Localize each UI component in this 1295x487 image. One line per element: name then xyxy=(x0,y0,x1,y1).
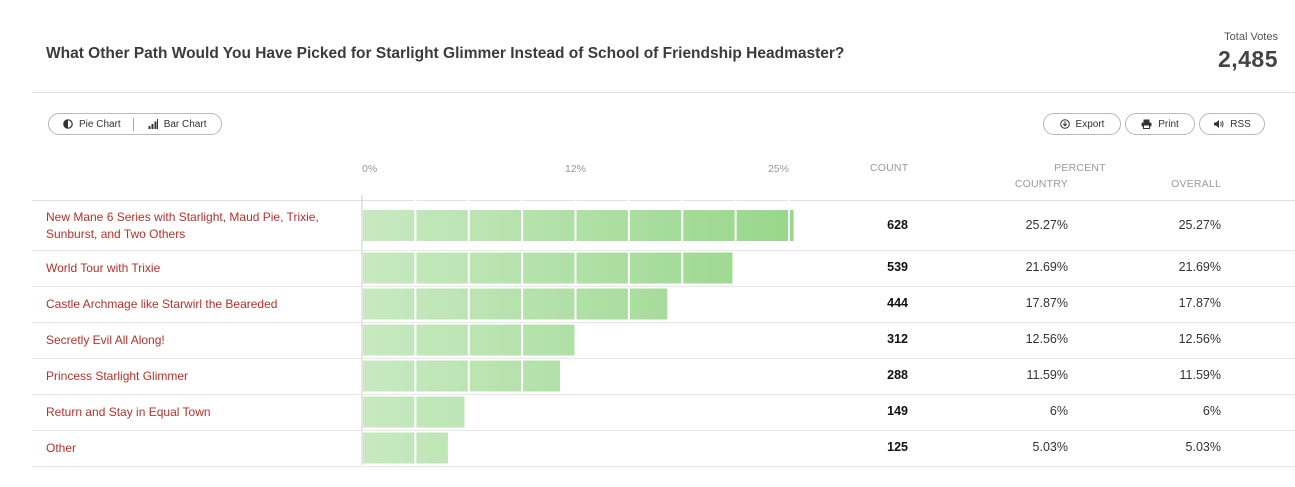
bar[interactable] xyxy=(363,396,465,428)
country-percent: 25.27% xyxy=(1025,217,1068,232)
download-icon xyxy=(1059,119,1070,129)
vote-count: 539 xyxy=(887,260,908,274)
bar[interactable] xyxy=(363,432,448,464)
vote-count: 444 xyxy=(887,296,908,310)
bar-chart-icon xyxy=(148,119,158,129)
table-header-divider xyxy=(32,200,1295,201)
total-votes-value: 2,485 xyxy=(1217,46,1278,72)
header-divider xyxy=(32,92,1295,93)
export-label: Export xyxy=(1075,118,1105,130)
bar[interactable] xyxy=(363,288,668,320)
overall-percent: 21.69% xyxy=(1178,260,1221,274)
option-label[interactable]: Return and Stay in Equal Town xyxy=(46,404,211,419)
rss-button[interactable]: RSS xyxy=(1199,113,1265,135)
country-percent: 6% xyxy=(1049,404,1068,418)
overall-percent: 25.27% xyxy=(1178,217,1221,232)
overall-percent: 17.87% xyxy=(1178,296,1221,310)
bar[interactable] xyxy=(363,360,560,392)
country-percent: 11.59% xyxy=(1026,368,1068,382)
country-percent: 17.87% xyxy=(1025,296,1068,310)
row-divider xyxy=(32,430,1295,431)
option-label[interactable]: New Mane 6 Series with Starlight, Maud P… xyxy=(46,209,319,241)
vote-count: 288 xyxy=(887,368,908,382)
bar[interactable] xyxy=(363,324,577,356)
option-label[interactable]: Secretly Evil All Along! xyxy=(46,332,165,347)
toggle-separator xyxy=(132,117,134,131)
overall-percent: 6% xyxy=(1202,404,1221,418)
export-button[interactable]: Export xyxy=(1043,113,1121,135)
count-header: COUNT xyxy=(870,162,909,174)
vote-count: 628 xyxy=(887,217,908,232)
vote-count: 149 xyxy=(887,404,908,418)
vote-count: 312 xyxy=(887,332,908,346)
option-label[interactable]: Castle Archmage like Starwirl the Beared… xyxy=(46,296,278,311)
overall-header: OVERALL xyxy=(1171,178,1221,190)
total-votes: Total Votes 2,485 xyxy=(1218,31,1278,73)
row-divider xyxy=(32,358,1295,359)
row-divider xyxy=(32,322,1295,323)
country-percent: 5.03% xyxy=(1032,440,1068,454)
x-tick-label: 0% xyxy=(362,163,377,175)
bar[interactable] xyxy=(363,252,733,284)
country-percent: 12.56% xyxy=(1025,332,1068,346)
bar-chart-button[interactable]: Bar Chart xyxy=(134,114,219,134)
print-label: Print xyxy=(1158,118,1179,130)
row-divider xyxy=(32,286,1295,287)
row-divider xyxy=(32,250,1295,251)
country-header: COUNTRY xyxy=(1014,178,1068,190)
x-tick-label: 12% xyxy=(565,163,586,175)
pie-chart-icon xyxy=(63,119,73,129)
rss-icon xyxy=(1213,119,1224,129)
row-divider xyxy=(32,466,1295,467)
chart-type-toggle: Pie Chart Bar Chart xyxy=(48,113,222,135)
vote-count: 125 xyxy=(887,440,908,454)
overall-percent: 12.56% xyxy=(1178,332,1221,346)
x-tick-label: 25% xyxy=(768,163,789,175)
pie-chart-label: Pie Chart xyxy=(79,118,121,130)
overall-percent: 5.03% xyxy=(1185,440,1221,454)
option-label[interactable]: Princess Starlight Glimmer xyxy=(46,368,189,383)
print-button[interactable]: Print xyxy=(1125,113,1195,135)
pie-chart-button[interactable]: Pie Chart xyxy=(49,114,133,134)
row-divider xyxy=(32,394,1295,395)
overall-percent: 11.59% xyxy=(1179,368,1221,382)
printer-icon xyxy=(1141,119,1152,129)
bar[interactable] xyxy=(363,210,794,241)
rss-label: RSS xyxy=(1230,118,1251,130)
option-label[interactable]: World Tour with Trixie xyxy=(46,260,161,275)
total-votes-label: Total Votes xyxy=(1224,31,1278,43)
bar-chart-label: Bar Chart xyxy=(163,118,207,130)
percent-header: PERCENT xyxy=(1054,162,1106,174)
option-label[interactable]: Other xyxy=(46,440,77,455)
country-percent: 21.69% xyxy=(1025,260,1068,274)
page-title: What Other Path Would You Have Picked fo… xyxy=(46,45,845,62)
